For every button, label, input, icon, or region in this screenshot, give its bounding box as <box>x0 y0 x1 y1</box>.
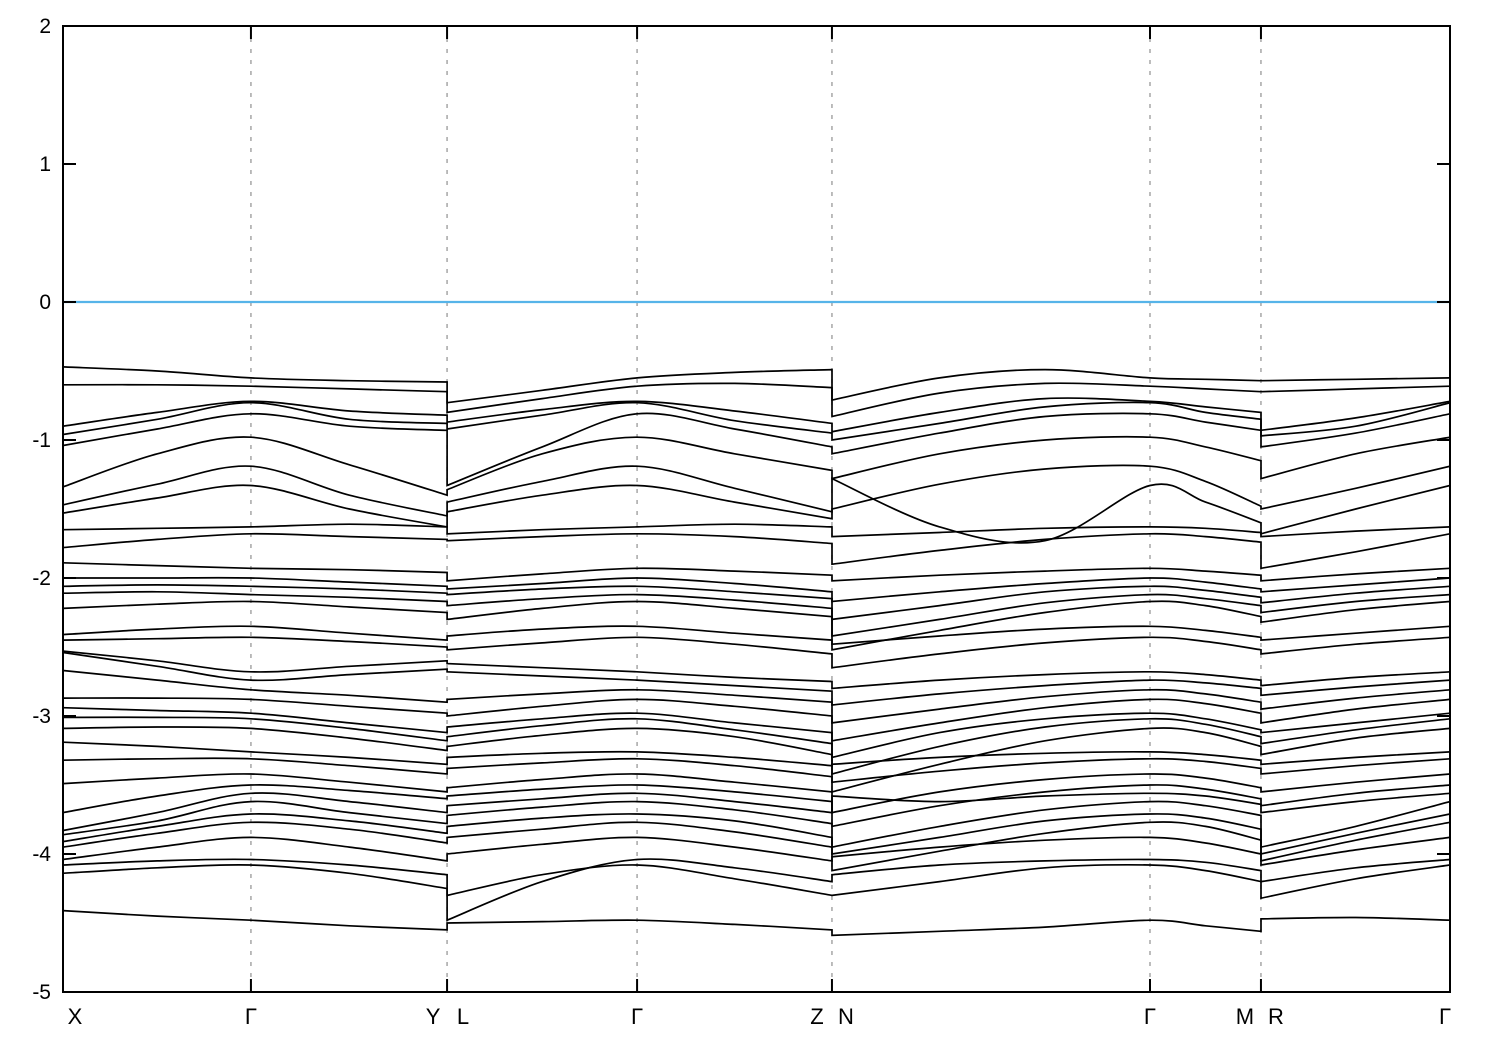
band-curve-25 <box>63 741 1450 767</box>
y-axis-labels: 2 1 0 -1 -2 -3 -4 -5 <box>32 15 51 1004</box>
band-curve-15 <box>63 600 1450 651</box>
band-curve-22 <box>63 706 1450 759</box>
band-curve-24 <box>63 726 1450 793</box>
band-curve-19 <box>63 651 1450 706</box>
band-curve-11 <box>63 561 1450 582</box>
y-tick-label: 0 <box>39 291 51 314</box>
y-tick-label: -1 <box>32 429 51 452</box>
band-curve-28 <box>63 784 1450 828</box>
band-curve-34 <box>63 858 1450 922</box>
band-curve-16 <box>63 625 1450 646</box>
band-curve-7 <box>63 464 1450 517</box>
band-curve-12 <box>63 576 1450 603</box>
y-tick-label: -3 <box>32 705 51 728</box>
band-curve-20 <box>63 669 1450 724</box>
band-curve-21 <box>63 697 1450 742</box>
band-curve-29 <box>63 792 1450 832</box>
y-tick-label: -4 <box>32 843 51 866</box>
band-curve-8 <box>63 477 1450 544</box>
kpoint-label-Γ: Γ <box>245 1004 257 1029</box>
kpoint-label-R: R <box>1268 1004 1284 1029</box>
band-curve-33 <box>63 836 1450 866</box>
band-curve-1 <box>63 366 1450 404</box>
y-tick-label: -5 <box>32 981 51 1004</box>
kpoint-label-Γ: Γ <box>1439 1004 1451 1029</box>
plot-border <box>62 25 1451 993</box>
y-tick-label: -2 <box>32 567 51 590</box>
band-curve-18 <box>63 650 1450 690</box>
band-curve-3 <box>63 397 1450 433</box>
y-tick-label: 2 <box>39 15 51 38</box>
band-curve-10 <box>63 532 1450 570</box>
band-curve-6 <box>63 435 1450 497</box>
kpoint-label-L: L <box>457 1004 469 1029</box>
band-curve-13 <box>63 584 1450 621</box>
kpoint-label-N: N <box>838 1004 854 1029</box>
band-curve-4 <box>63 401 1450 441</box>
band-curve-36 <box>63 909 1450 937</box>
axis-ticks <box>63 25 1450 993</box>
band-curve-9 <box>63 523 1450 538</box>
kpoint-label-M: M <box>1236 1004 1254 1029</box>
band-curve-5 <box>63 412 1450 487</box>
band-curve-23 <box>63 716 1450 776</box>
band-curve-31 <box>63 813 1450 856</box>
kpoint-label-Γ: Γ <box>631 1004 643 1029</box>
band-curve-14 <box>63 590 1450 637</box>
band-curve-27 <box>63 773 1450 814</box>
band-curve-26 <box>63 757 1450 784</box>
band-curve-30 <box>63 800 1450 849</box>
kpoint-label-Y: Y <box>426 1004 441 1029</box>
band-curve-32 <box>63 821 1450 872</box>
kpoint-label-Γ: Γ <box>1144 1004 1156 1029</box>
band-curves <box>63 366 1450 937</box>
band-curve-2 <box>63 382 1450 418</box>
band-curve-17 <box>63 636 1450 669</box>
kpoint-label-X: X <box>68 1004 83 1029</box>
y-tick-label: 1 <box>39 153 51 176</box>
kpoint-label-Z: Z <box>810 1004 823 1029</box>
band-curve-35 <box>63 863 1450 900</box>
